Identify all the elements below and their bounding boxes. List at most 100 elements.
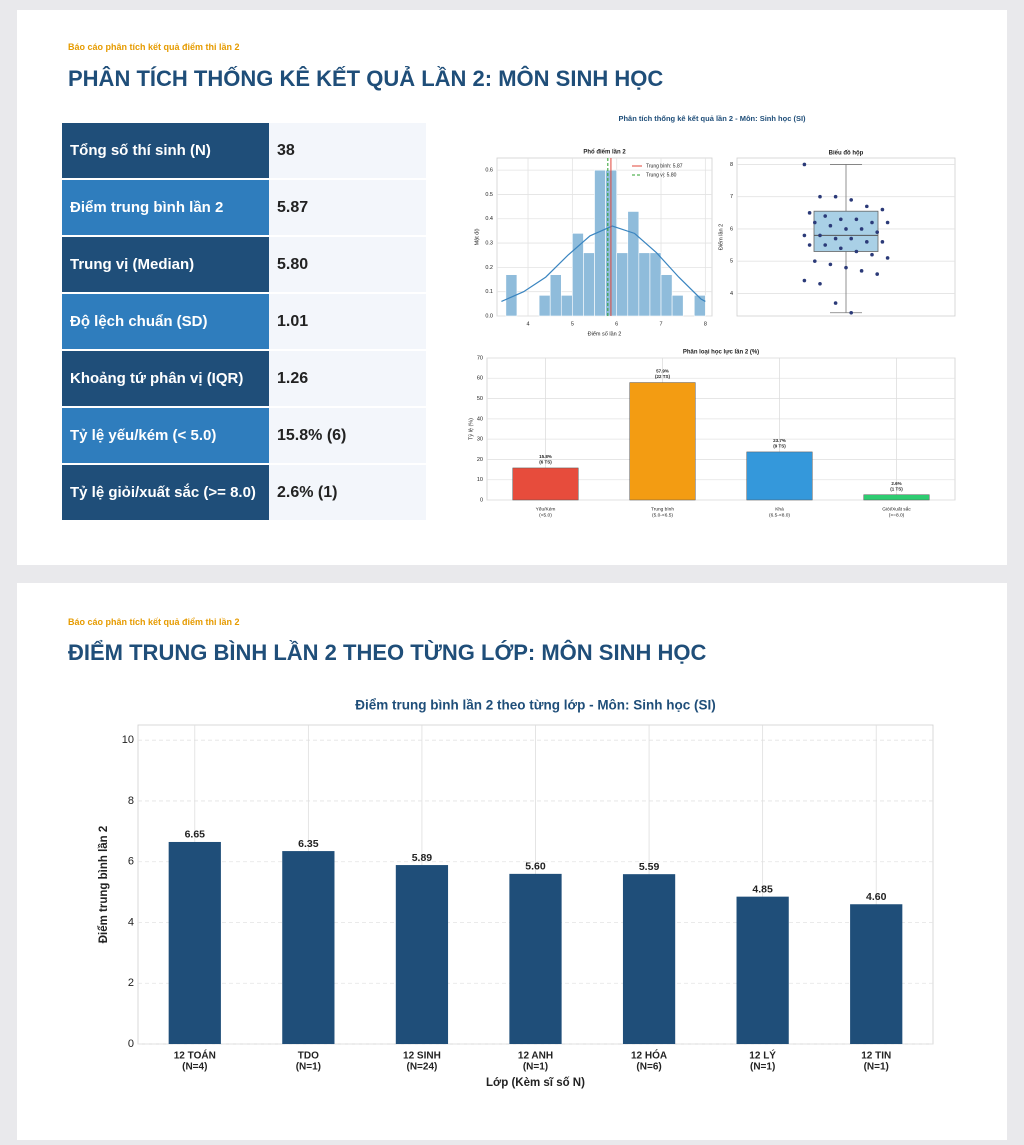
histogram-bar [594,169,606,317]
bar [629,382,696,501]
figure-title: Phân tích thống kê kết quả lần 2 - Môn: … [618,114,806,123]
data-point [802,162,807,167]
data-point [813,259,817,263]
histogram-bar [660,274,673,317]
histogram-bar [638,252,651,317]
value-label: 5.59 [639,861,660,873]
table-row: Trung vị (Median) 5.80 [62,237,426,292]
value-label: 4.60 [866,891,887,903]
value-label: 5.89 [412,852,433,864]
data-point [859,227,864,231]
data-point [833,194,838,199]
data-point [818,233,822,238]
x-tick-label: 8 [704,321,707,327]
x-tick-label: (>=8.0) [889,512,905,518]
y-tick-label: 0.6 [485,168,493,174]
data-point [823,214,827,218]
bar [282,851,335,1044]
stat-value: 1.26 [269,351,426,406]
histogram-bar [583,252,595,317]
x-tick-label: Trung bình [651,506,674,512]
y-tick-label: 8 [128,795,134,807]
kde-line [501,225,706,302]
legend-label: Trung bình: 5.87 [646,163,683,169]
stat-label: Tỷ lệ yếu/kém (< 5.0) [62,408,269,463]
data-point [875,230,879,234]
y-axis-label: Tỷ lệ (%) [467,418,474,440]
data-point [833,301,838,305]
stat-label: Trung vị (Median) [62,237,269,292]
histogram-bar [560,295,573,317]
value-label: 2.6% [891,481,901,486]
data-point [849,236,853,241]
data-point [844,265,848,270]
bar [509,873,562,1044]
y-tick-label: 0 [128,1038,134,1050]
stat-label: Tỷ lệ giỏi/xuất sắc (>= 8.0) [62,465,269,520]
x-tick-label: (5.0-<6.5) [652,512,673,518]
y-tick-label: 70 [477,355,483,361]
stat-label: Điểm trung bình lần 2 [62,180,269,235]
value-label: 6.65 [185,829,206,841]
x-tick-label: 4 [526,321,529,327]
stat-label: Độ lệch chuẩn (SD) [62,294,269,349]
data-point [875,272,879,276]
y-tick-label: 20 [477,457,483,463]
bar [850,904,903,1044]
x-tick-label: (N=1) [296,1062,321,1073]
table-row: Độ lệch chuẩn (SD) 1.01 [62,294,426,349]
chart-title: Biểu đồ hộp [829,150,864,157]
data-point [870,220,874,225]
data-point [802,278,807,283]
histogram-bar [538,295,551,317]
stat-value: 15.8% (6) [269,408,426,463]
y-tick-label: 0.5 [485,192,493,198]
data-point [844,227,848,231]
y-tick-label: 7 [730,194,733,200]
chart-title: Phổ điểm lần 2 [583,149,626,156]
y-tick-label: 10 [477,477,483,483]
x-tick-label: 12 SINH [403,1051,441,1062]
histogram-bar [649,252,662,317]
table-row: Tỷ lệ giỏi/xuất sắc (>= 8.0) 2.6% (1) [62,465,426,520]
data-point [823,243,827,247]
histogram-bar [505,274,518,317]
x-tick-label: (N=1) [864,1062,889,1073]
bar [395,865,449,1044]
x-tick-label: 5 [571,321,574,327]
data-point [885,220,890,225]
y-tick-label: 0.0 [485,313,493,319]
legend-label: Trung vị: 5.80 [646,172,677,178]
slide: Báo cáo phân tích kết quả điểm thi lần 2… [17,10,1007,565]
x-tick-label: 12 TOÁN [174,1049,216,1062]
value-label: 57.9% [656,369,669,374]
x-tick-label: (N=6) [636,1062,661,1073]
x-tick-label: 12 HÓA [631,1049,667,1062]
x-tick-label: (N=4) [182,1062,207,1073]
bar [736,896,789,1044]
stat-value: 38 [269,123,426,178]
y-tick-label: 5 [730,259,733,265]
data-point [818,194,822,199]
y-tick-label: 4 [128,916,134,928]
stats-table: Tổng số thí sinh (N) 38 Điểm trung bình lầ… [62,121,426,522]
x-tick-label: 12 ANH [518,1051,553,1062]
y-tick-label: 0 [480,497,483,503]
data-point [828,262,833,267]
kicker: Báo cáo phân tích kết quả điểm thi lần 2 [68,42,240,52]
x-tick-label: Khá [775,506,784,512]
value-label: 23.7% [773,438,786,443]
histogram-bar [627,211,640,317]
data-point [833,236,838,241]
data-point [880,207,885,212]
data-point [880,240,885,244]
x-tick-label: (N=1) [750,1062,775,1073]
data-point [885,256,890,260]
table-row: Khoảng tứ phân vị (IQR) 1.26 [62,351,426,406]
x-tick-label: 12 TIN [861,1051,891,1062]
data-point [818,281,822,286]
data-point [854,217,859,222]
data-point [807,211,812,215]
